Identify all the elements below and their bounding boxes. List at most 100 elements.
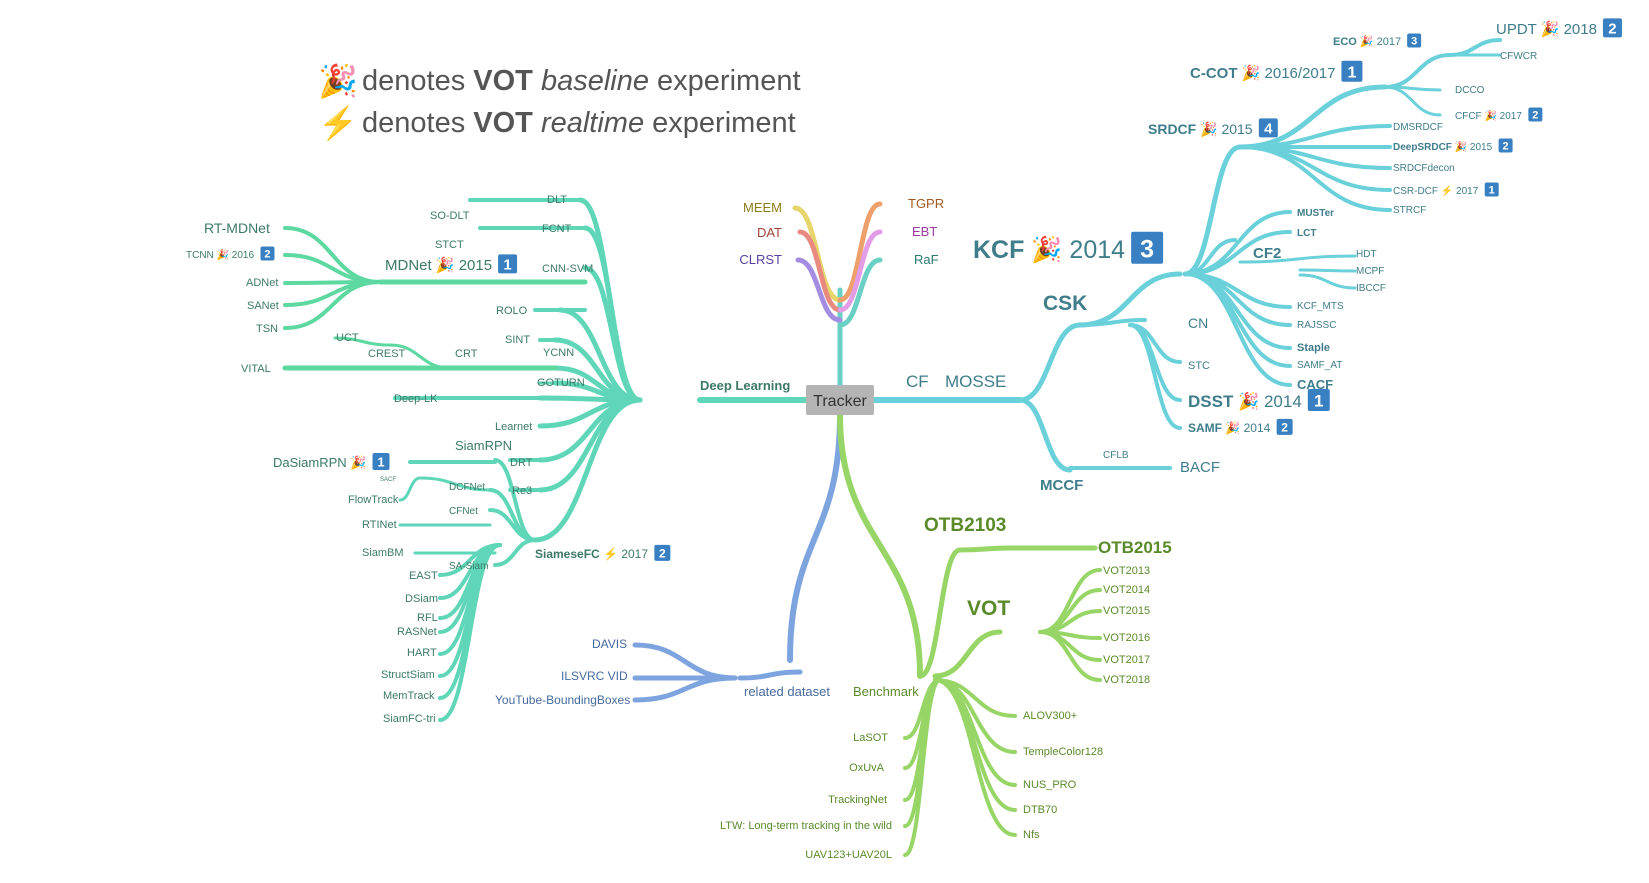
node-flowtrack[interactable]: FlowTrack <box>348 494 399 506</box>
node-csr-dcf[interactable]: CSR-DCF ⚡ 2017 1 <box>1393 182 1499 197</box>
node-dsst[interactable]: DSST 🎉 2014 1 <box>1188 388 1330 412</box>
node-tgpr[interactable]: TGPR <box>908 196 944 211</box>
node-ytbb[interactable]: YouTube-BoundingBoxes <box>495 693 630 707</box>
node-bacf[interactable]: BACF <box>1180 459 1220 476</box>
node-cnn-svm[interactable]: CNN-SVM <box>542 263 593 275</box>
node-deep-lk[interactable]: Deep-LK <box>394 393 438 405</box>
node-cf[interactable]: CF <box>906 372 929 391</box>
node-rtinet[interactable]: RTINet <box>362 519 397 531</box>
node-muster[interactable]: MUSTer <box>1297 208 1334 219</box>
node-siamesefc[interactable]: SiameseFC ⚡ 2017 2 <box>535 544 671 561</box>
node-vital[interactable]: VITAL <box>241 363 271 375</box>
node-csk[interactable]: CSK <box>1043 292 1087 315</box>
node-drt[interactable]: DRT <box>510 457 533 469</box>
node-trackingnet[interactable]: TrackingNet <box>828 794 887 806</box>
node-crt[interactable]: CRT <box>455 348 478 360</box>
node-eco[interactable]: ECO 🎉 2017 3 <box>1333 33 1422 48</box>
node-samf-at[interactable]: SAMF_AT <box>1297 360 1342 371</box>
node-cfwcr[interactable]: CFWCR <box>1500 51 1537 62</box>
node-dlt[interactable]: DLT <box>547 194 567 206</box>
node-mdnet[interactable]: MDNet 🎉 2015 1 <box>385 254 518 274</box>
node-cfnet[interactable]: CFNet <box>449 506 478 517</box>
node-tsn[interactable]: TSN <box>256 323 278 335</box>
node-mosse[interactable]: MOSSE <box>945 372 1006 391</box>
node-ccot[interactable]: C-COT 🎉 2016/2017 1 <box>1190 60 1363 82</box>
node-kcf[interactable]: KCF 🎉 2014 3 <box>973 231 1164 265</box>
node-ycnn[interactable]: YCNN <box>543 347 574 359</box>
node-stc[interactable]: STC <box>1188 360 1210 372</box>
node-adnet[interactable]: ADNet <box>246 277 278 289</box>
node-raf[interactable]: RaF <box>914 252 939 267</box>
node-deepsrdcf[interactable]: DeepSRDCF 🎉 2015 2 <box>1393 138 1513 153</box>
node-nuspro[interactable]: NUS_PRO <box>1023 779 1077 791</box>
node-goturn[interactable]: GOTURN <box>537 377 585 389</box>
node-srdcf[interactable]: SRDCF 🎉 2015 4 <box>1148 118 1278 138</box>
node-clrst[interactable]: CLRST <box>739 252 782 267</box>
node-dmsrdcf[interactable]: DMSRDCF <box>1393 122 1443 133</box>
node-dcco[interactable]: DCCO <box>1455 85 1485 96</box>
node-so-dlt[interactable]: SO-DLT <box>430 210 470 222</box>
node-cfcf[interactable]: CFCF 🎉 2017 2 <box>1455 107 1543 122</box>
node-vot[interactable]: VOT <box>967 597 1010 620</box>
node-rt-mdnet[interactable]: RT-MDNet <box>204 220 270 236</box>
node-rajssc[interactable]: RAJSSC <box>1297 320 1336 331</box>
node-dasiamrpn[interactable]: DaSiamRPN 🎉 1 <box>273 453 390 471</box>
node-updt[interactable]: UPDT 🎉 2018 2 <box>1496 18 1622 38</box>
node-dsiam[interactable]: DSiam <box>405 593 438 605</box>
node-crest[interactable]: CREST <box>368 348 406 360</box>
node-vot2014[interactable]: VOT2014 <box>1103 584 1150 596</box>
node-vot2018[interactable]: VOT2018 <box>1103 674 1150 686</box>
node-dcfnet[interactable]: DCFNet <box>449 482 485 493</box>
node-ilsvrc[interactable]: ILSVRC VID <box>561 669 628 683</box>
node-tcnn[interactable]: TCNN 🎉 2016 2 <box>186 246 275 261</box>
node-memtrack[interactable]: MemTrack <box>383 690 435 702</box>
center-node[interactable]: Tracker <box>806 385 874 415</box>
node-hdt[interactable]: HDT <box>1356 249 1377 260</box>
node-cflb[interactable]: CFLB <box>1103 450 1129 461</box>
node-kcf-mts[interactable]: KCF_MTS <box>1297 301 1344 312</box>
node-staple[interactable]: Staple <box>1297 342 1330 354</box>
node-vot2015[interactable]: VOT2015 <box>1103 605 1150 617</box>
node-alov[interactable]: ALOV300+ <box>1023 710 1077 722</box>
node-lasot[interactable]: LaSOT <box>853 732 888 744</box>
node-cacf[interactable]: CACF <box>1297 377 1333 392</box>
node-stct[interactable]: STCT <box>435 239 464 251</box>
node-hart[interactable]: HART <box>407 647 437 659</box>
node-tc128[interactable]: TempleColor128 <box>1023 746 1103 758</box>
node-otb2013[interactable]: OTB2103 <box>924 515 1006 536</box>
node-mcpf[interactable]: MCPF <box>1356 266 1384 277</box>
node-meem[interactable]: MEEM <box>743 200 782 215</box>
node-learnet[interactable]: Learnet <box>495 421 532 433</box>
node-ltw[interactable]: LTW: Long-term tracking in the wild <box>720 820 892 832</box>
node-nfs[interactable]: Nfs <box>1023 829 1040 841</box>
node-fcnt[interactable]: FCNT <box>542 223 572 235</box>
node-vot2017[interactable]: VOT2017 <box>1103 654 1150 666</box>
node-siambm[interactable]: SiamBM <box>362 547 404 559</box>
node-uct[interactable]: UCT <box>336 332 359 344</box>
node-benchmark[interactable]: Benchmark <box>853 684 919 699</box>
node-sacf[interactable]: SACF <box>380 477 396 483</box>
node-dat[interactable]: DAT <box>757 225 782 240</box>
node-vot2013[interactable]: VOT2013 <box>1103 565 1150 577</box>
node-ebt[interactable]: EBT <box>912 224 937 239</box>
node-strcf[interactable]: STRCF <box>1393 205 1426 216</box>
node-structsiam[interactable]: StructSiam <box>381 669 435 681</box>
node-deep-learning[interactable]: Deep Learning <box>700 378 790 393</box>
node-dtb70[interactable]: DTB70 <box>1023 804 1057 816</box>
node-related[interactable]: related dataset <box>744 684 830 699</box>
node-uav[interactable]: UAV123+UAV20L <box>805 849 892 861</box>
node-lct[interactable]: LCT <box>1297 228 1316 239</box>
node-rolo[interactable]: ROLO <box>496 305 528 317</box>
node-vot2016[interactable]: VOT2016 <box>1103 632 1150 644</box>
node-davis[interactable]: DAVIS <box>592 637 627 651</box>
node-cf2[interactable]: CF2 <box>1253 245 1281 262</box>
node-siamrpn[interactable]: SiamRPN <box>455 438 512 453</box>
node-cn[interactable]: CN <box>1188 315 1208 331</box>
node-sanet[interactable]: SANet <box>247 300 279 312</box>
node-mccf[interactable]: MCCF <box>1040 477 1083 494</box>
node-srdcfdecon[interactable]: SRDCFdecon <box>1393 163 1455 174</box>
node-re3[interactable]: Re3 <box>512 485 532 497</box>
node-otb2015[interactable]: OTB2015 <box>1098 538 1172 557</box>
node-siamfc-tri[interactable]: SiamFC-tri <box>383 713 436 725</box>
node-rfl[interactable]: RFL <box>417 612 438 624</box>
